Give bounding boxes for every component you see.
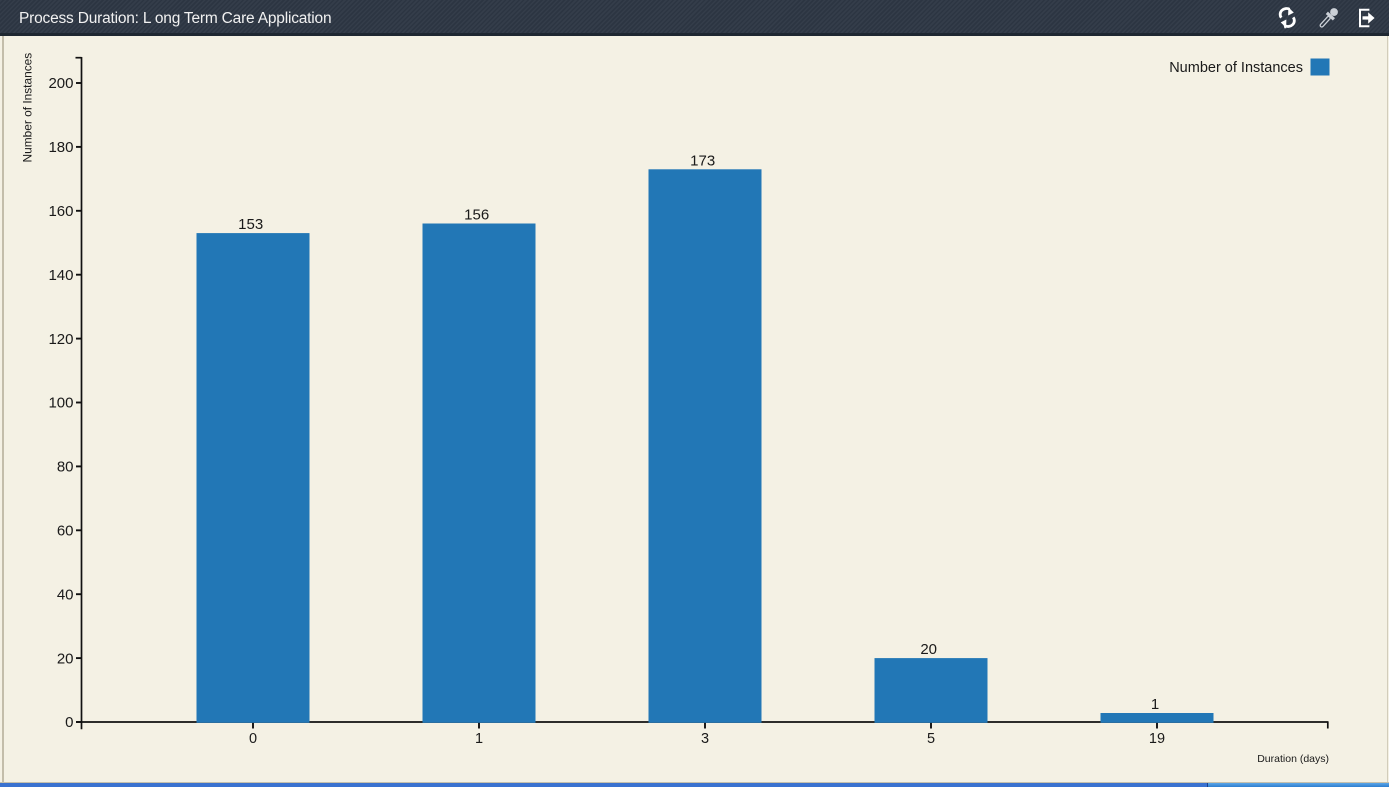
svg-text:1: 1 <box>1151 696 1159 713</box>
svg-text:160: 160 <box>48 203 73 220</box>
svg-text:120: 120 <box>48 331 73 348</box>
svg-text:153: 153 <box>238 216 263 233</box>
svg-text:140: 140 <box>48 267 73 284</box>
svg-text:20: 20 <box>920 641 937 658</box>
svg-text:Number of Instances: Number of Instances <box>1169 60 1303 76</box>
svg-text:Duration (days): Duration (days) <box>1257 753 1329 765</box>
svg-text:60: 60 <box>57 523 74 540</box>
svg-text:100: 100 <box>48 395 73 412</box>
svg-text:0: 0 <box>65 714 73 731</box>
svg-text:173: 173 <box>690 152 715 169</box>
svg-text:Number of Instances: Number of Instances <box>21 53 35 163</box>
svg-text:0: 0 <box>249 731 257 747</box>
svg-text:180: 180 <box>48 139 73 156</box>
svg-text:19: 19 <box>1149 731 1165 747</box>
svg-text:3: 3 <box>701 731 709 747</box>
svg-text:80: 80 <box>57 459 74 476</box>
svg-text:1: 1 <box>475 731 483 747</box>
svg-text:20: 20 <box>57 650 74 667</box>
svg-text:200: 200 <box>48 75 73 92</box>
svg-text:5: 5 <box>927 731 935 747</box>
svg-text:156: 156 <box>464 207 489 224</box>
svg-text:40: 40 <box>57 586 74 603</box>
